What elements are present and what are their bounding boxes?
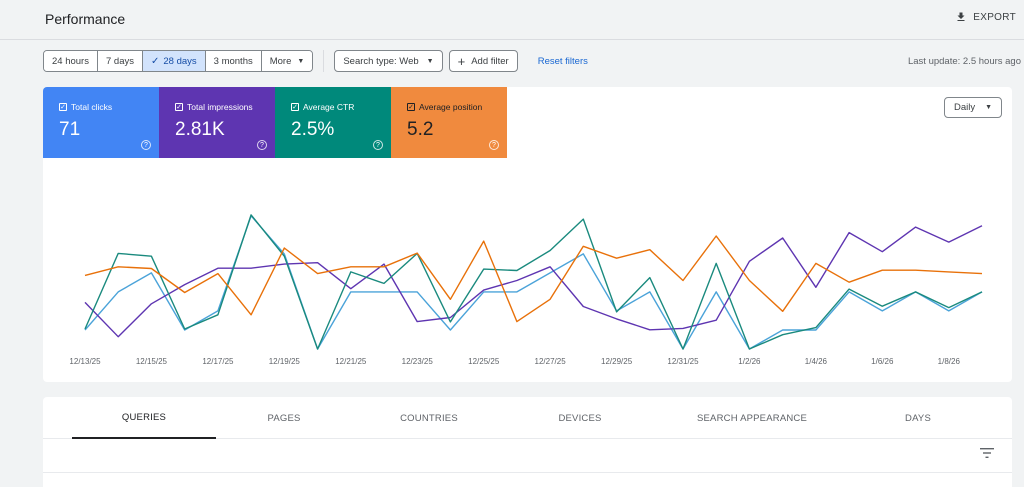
add-filter-label: Add filter (471, 55, 509, 67)
range-24-hours[interactable]: 24 hours (44, 51, 98, 71)
tab-countries[interactable]: COUNTRIES (400, 412, 458, 424)
check-icon: ✓ (150, 55, 160, 67)
metric-label: Average CTR (303, 102, 355, 112)
caret-down-icon: ▼ (426, 57, 434, 65)
series-line-average-position (84, 235, 983, 323)
range-28-days[interactable]: ✓ 28 days (142, 51, 206, 71)
caret-down-icon: ▼ (985, 104, 993, 111)
checkbox-checked-icon: ✓ (407, 103, 415, 111)
x-tick-label: 12/19/25 (269, 357, 301, 366)
help-icon[interactable]: ? (141, 140, 151, 150)
metric-label: Average position (419, 102, 483, 112)
search-type-label: Search type: Web (343, 55, 419, 67)
x-tick-label: 12/29/25 (601, 357, 633, 366)
tab-pages[interactable]: PAGES (267, 412, 301, 424)
date-range-selector: 24 hours 7 days ✓ 28 days 3 months More ▼ (43, 50, 314, 72)
x-tick-label: 12/23/25 (402, 357, 434, 366)
x-tick-label: 12/25/25 (468, 357, 500, 366)
range-label: 7 days (105, 55, 134, 67)
x-tick-label: 12/15/25 (136, 357, 168, 366)
range-label: 3 months (213, 55, 253, 67)
metric-average-ctr[interactable]: ✓ Average CTR 2.5% ? (275, 87, 391, 158)
metric-value: 2.5% (291, 119, 335, 140)
plus-icon: + (457, 53, 466, 69)
checkbox-checked-icon: ✓ (175, 103, 183, 111)
granularity-dropdown[interactable]: Daily ▼ (944, 97, 1002, 118)
dimensions-table-card: QUERIES PAGES COUNTRIES DEVICES SEARCH A… (43, 397, 1012, 487)
search-type-dropdown[interactable]: Search type: Web ▼ (334, 50, 443, 72)
tab-devices[interactable]: DEVICES (558, 412, 602, 424)
x-tick-label: 12/31/25 (667, 357, 699, 366)
reset-filters-link[interactable]: Reset filters (537, 55, 588, 67)
series-line-total-impressions (84, 225, 983, 338)
tab-search-appearance[interactable]: SEARCH APPEARANCE (696, 412, 808, 424)
checkbox-checked-icon: ✓ (291, 103, 299, 111)
performance-line-chart: 12/13/25 12/15/25 12/17/25 12/19/25 12/21/25… (69, 214, 983, 366)
tab-days[interactable]: DAYS (905, 412, 931, 424)
top-bar: Performance EXPORT (0, 0, 1024, 40)
x-tick-label: 12/13/25 (69, 357, 101, 366)
metric-average-position[interactable]: ✓ Average position 5.2 ? (391, 87, 507, 158)
range-7-days[interactable]: 7 days (97, 51, 143, 71)
range-label: 24 hours (52, 55, 89, 67)
x-tick-label: 12/21/25 (335, 357, 367, 366)
x-tick-label: 1/6/26 (871, 357, 894, 366)
export-button[interactable]: EXPORT (955, 11, 1016, 23)
x-tick-label: 1/2/26 (738, 357, 761, 366)
last-update-text: Last update: 2.5 hours ago (907, 56, 1021, 67)
metric-total-clicks[interactable]: ✓ Total clicks 71 ? (43, 87, 159, 158)
metric-value: 71 (59, 119, 81, 140)
granularity-label: Daily (953, 102, 976, 113)
metric-label: Total impressions (187, 102, 253, 112)
tab-queries[interactable]: QUERIES (72, 397, 216, 439)
download-icon (957, 12, 965, 21)
performance-chart-card: 12/13/25 12/15/25 12/17/25 12/19/25 12/21/25… (43, 87, 1012, 382)
range-more-dropdown[interactable]: More ▼ (261, 51, 313, 71)
help-icon[interactable]: ? (489, 140, 499, 150)
metric-value: 5.2 (407, 119, 434, 140)
metric-value: 2.81K (175, 119, 225, 140)
x-tick-label: 12/17/25 (202, 357, 234, 366)
filter-rows-icon[interactable] (980, 447, 994, 459)
checkbox-checked-icon: ✓ (59, 103, 67, 111)
help-icon[interactable]: ? (373, 140, 383, 150)
range-3-months[interactable]: 3 months (205, 51, 262, 71)
metric-total-impressions[interactable]: ✓ Total impressions 2.81K ? (159, 87, 275, 158)
metric-label: Total clicks (71, 102, 113, 112)
range-label: 28 days (163, 55, 197, 67)
page-title: Performance (45, 11, 126, 27)
dimension-tabs: QUERIES PAGES COUNTRIES DEVICES SEARCH A… (43, 397, 1012, 439)
caret-down-icon: ▼ (297, 57, 305, 65)
add-filter-button[interactable]: + Add filter (448, 50, 518, 72)
table-divider (43, 472, 1012, 473)
range-label: More (269, 55, 292, 67)
series-line-average-ctr (84, 214, 983, 350)
x-tick-label: 12/27/25 (535, 357, 567, 366)
divider (323, 50, 325, 72)
help-icon[interactable]: ? (257, 140, 267, 150)
x-tick-label: 1/4/26 (805, 357, 828, 366)
x-tick-label: 1/8/26 (938, 357, 961, 366)
filter-bar: 24 hours 7 days ✓ 28 days 3 months More ▼ … (43, 50, 588, 72)
export-label: EXPORT (973, 11, 1016, 23)
